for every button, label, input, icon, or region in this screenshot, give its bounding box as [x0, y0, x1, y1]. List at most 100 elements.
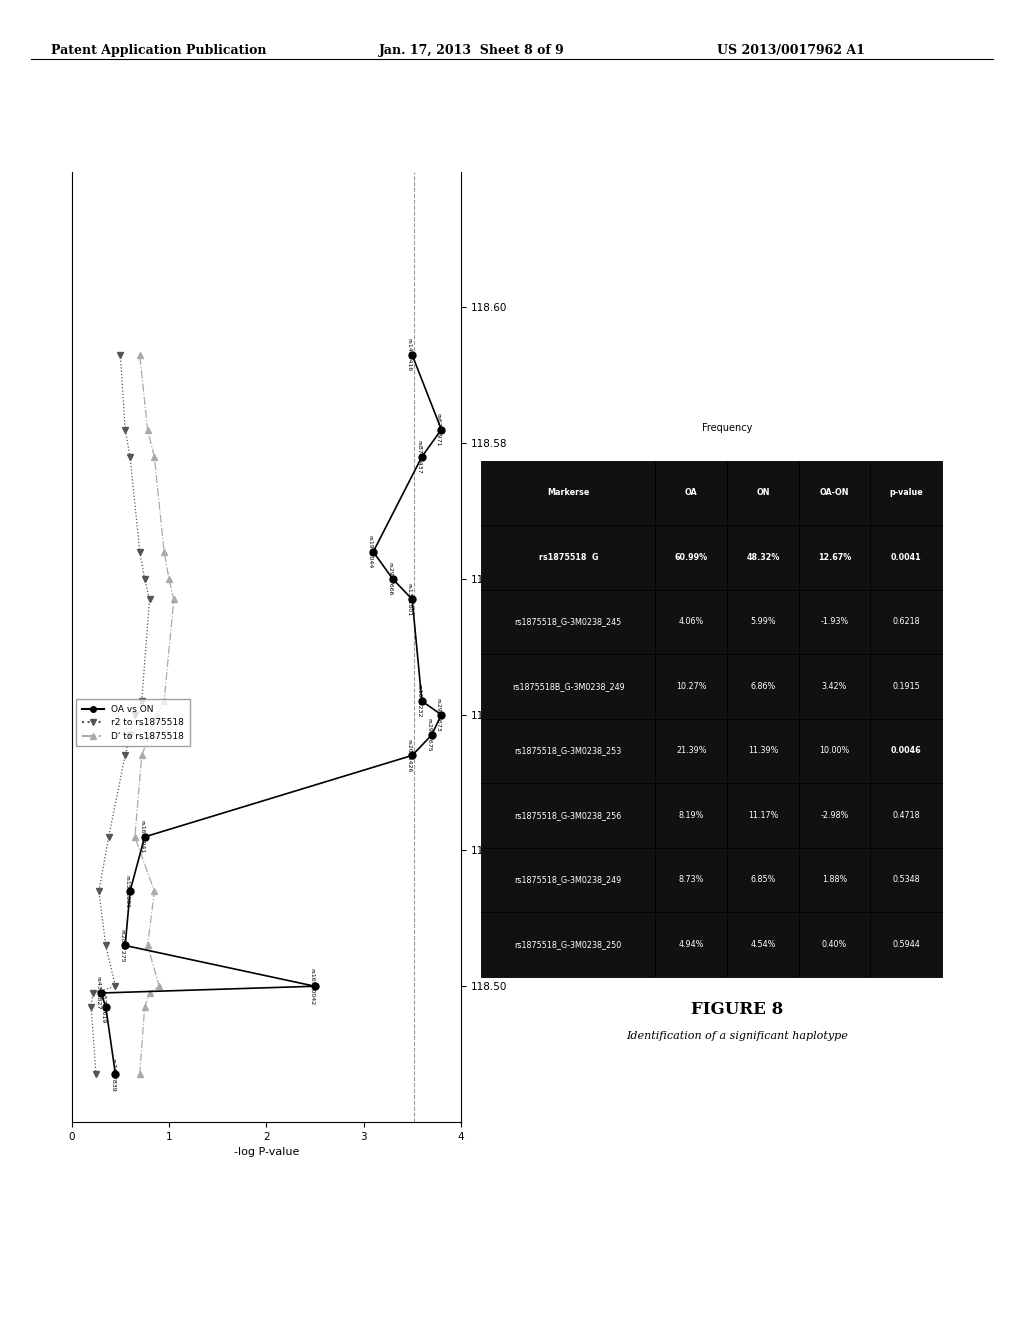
Text: 0.1915: 0.1915	[892, 682, 921, 690]
Y-axis label: Physical Location on Chromosome 3 (megabase): Physical Location on Chromosome 3 (megab…	[515, 520, 525, 774]
Bar	[481, 718, 655, 783]
D' to rs1875518	[133, 347, 146, 363]
Text: 11.39%: 11.39%	[748, 746, 778, 755]
Text: -1.93%: -1.93%	[820, 618, 849, 627]
Bar	[799, 847, 870, 912]
r2 to rs1875518	[110, 978, 122, 994]
Bar	[799, 783, 870, 847]
Text: 5.99%: 5.99%	[750, 618, 776, 627]
r2 to rs1875518	[90, 1067, 102, 1082]
Text: Frequency: Frequency	[701, 424, 753, 433]
r2 to rs1875518	[85, 999, 97, 1015]
Text: 10.27%: 10.27%	[676, 682, 707, 690]
Text: rs16980042: rs16980042	[309, 968, 314, 1005]
Bar	[870, 847, 942, 912]
Bar	[481, 912, 655, 977]
Bar	[655, 590, 727, 655]
Bar	[870, 655, 942, 718]
Bar	[870, 590, 942, 655]
Bar	[655, 461, 727, 525]
Text: rs1875518_G-3M0238_250: rs1875518_G-3M0238_250	[515, 940, 622, 949]
Bar	[655, 396, 799, 461]
Text: ON: ON	[756, 488, 770, 498]
Text: 0.0046: 0.0046	[891, 746, 922, 755]
Text: rs1676232: rs1676232	[417, 684, 421, 718]
Legend: OA vs ON, r2 to rs1875518, D' to rs1875518: OA vs ON, r2 to rs1875518, D' to rs18755…	[76, 700, 189, 746]
Bar	[727, 525, 799, 590]
OA vs ON	[110, 1067, 122, 1082]
Text: 21.39%: 21.39%	[676, 746, 707, 755]
D' to rs1875518	[148, 449, 161, 465]
Text: rs2937675: rs2937675	[426, 718, 431, 752]
D' to rs1875518	[129, 829, 141, 845]
r2 to rs1875518	[99, 937, 112, 953]
r2 to rs1875518	[119, 421, 131, 437]
Text: 0.0041: 0.0041	[891, 553, 922, 562]
Bar	[481, 655, 655, 718]
Bar	[799, 718, 870, 783]
OA vs ON	[416, 449, 428, 465]
Bar	[799, 655, 870, 718]
D' to rs1875518	[158, 693, 170, 709]
D' to rs1875518	[148, 883, 161, 899]
Bar	[870, 525, 942, 590]
Bar	[727, 590, 799, 655]
Text: 4.94%: 4.94%	[679, 940, 703, 949]
Text: 60.99%: 60.99%	[675, 553, 708, 562]
Bar	[655, 783, 727, 847]
Text: 0.5348: 0.5348	[893, 875, 920, 884]
OA vs ON	[406, 347, 419, 363]
Text: rs5790619: rs5790619	[100, 990, 105, 1023]
Text: 4.54%: 4.54%	[751, 940, 775, 949]
Bar	[727, 912, 799, 977]
Text: rs1875518_G-3M0238_249: rs1875518_G-3M0238_249	[515, 875, 622, 884]
r2 to rs1875518	[135, 693, 147, 709]
Text: 1.88%: 1.88%	[822, 875, 847, 884]
Bar	[799, 525, 870, 590]
Text: Jan. 17, 2013  Sheet 8 of 9: Jan. 17, 2013 Sheet 8 of 9	[379, 44, 564, 57]
OA vs ON	[406, 747, 419, 763]
r2 to rs1875518	[93, 883, 105, 899]
Text: 0.5944: 0.5944	[892, 940, 921, 949]
Text: OA-ON: OA-ON	[820, 488, 849, 498]
Text: 8.19%: 8.19%	[679, 810, 703, 820]
Bar	[799, 461, 870, 525]
Text: rs1875518B_G-3M0238_249: rs1875518B_G-3M0238_249	[512, 682, 625, 690]
Bar	[870, 718, 942, 783]
Text: rs1501881: rs1501881	[125, 875, 129, 908]
OA vs ON	[94, 985, 108, 1001]
D' to rs1875518	[143, 727, 156, 743]
Bar	[481, 590, 655, 655]
OA vs ON	[426, 727, 438, 743]
OA vs ON	[387, 572, 399, 587]
OA vs ON	[435, 706, 447, 722]
Text: rs2055426: rs2055426	[407, 739, 412, 772]
Bar	[655, 655, 727, 718]
D' to rs1875518	[152, 706, 164, 722]
D' to rs1875518	[158, 544, 170, 560]
D' to rs1875518	[133, 1067, 146, 1082]
Bar	[870, 461, 942, 525]
Text: 6.86%: 6.86%	[751, 682, 775, 690]
r2 to rs1875518	[138, 572, 151, 587]
D' to rs1875518	[135, 747, 147, 763]
Text: Patent Application Publication: Patent Application Publication	[51, 44, 266, 57]
Text: FIGURE 8: FIGURE 8	[691, 1002, 783, 1018]
Bar	[870, 783, 942, 847]
Text: rs6795971: rs6795971	[436, 413, 440, 446]
OA vs ON	[406, 591, 419, 607]
Text: 6.85%: 6.85%	[751, 875, 775, 884]
D' to rs1875518	[168, 591, 180, 607]
r2 to rs1875518	[133, 544, 146, 560]
Line: D' to rs1875518: D' to rs1875518	[132, 352, 176, 1077]
r2 to rs1875518	[124, 727, 136, 743]
Bar	[870, 912, 942, 977]
Bar	[799, 590, 870, 655]
X-axis label: -log P-value: -log P-value	[233, 1147, 299, 1158]
Bar	[481, 461, 655, 525]
Text: 0.6218: 0.6218	[893, 618, 920, 627]
Text: Identification of a significant haplotype: Identification of a significant haplotyp…	[627, 1031, 848, 1041]
Bar	[727, 783, 799, 847]
Text: US 2013/0017962 A1: US 2013/0017962 A1	[717, 44, 864, 57]
OA vs ON	[416, 693, 428, 709]
